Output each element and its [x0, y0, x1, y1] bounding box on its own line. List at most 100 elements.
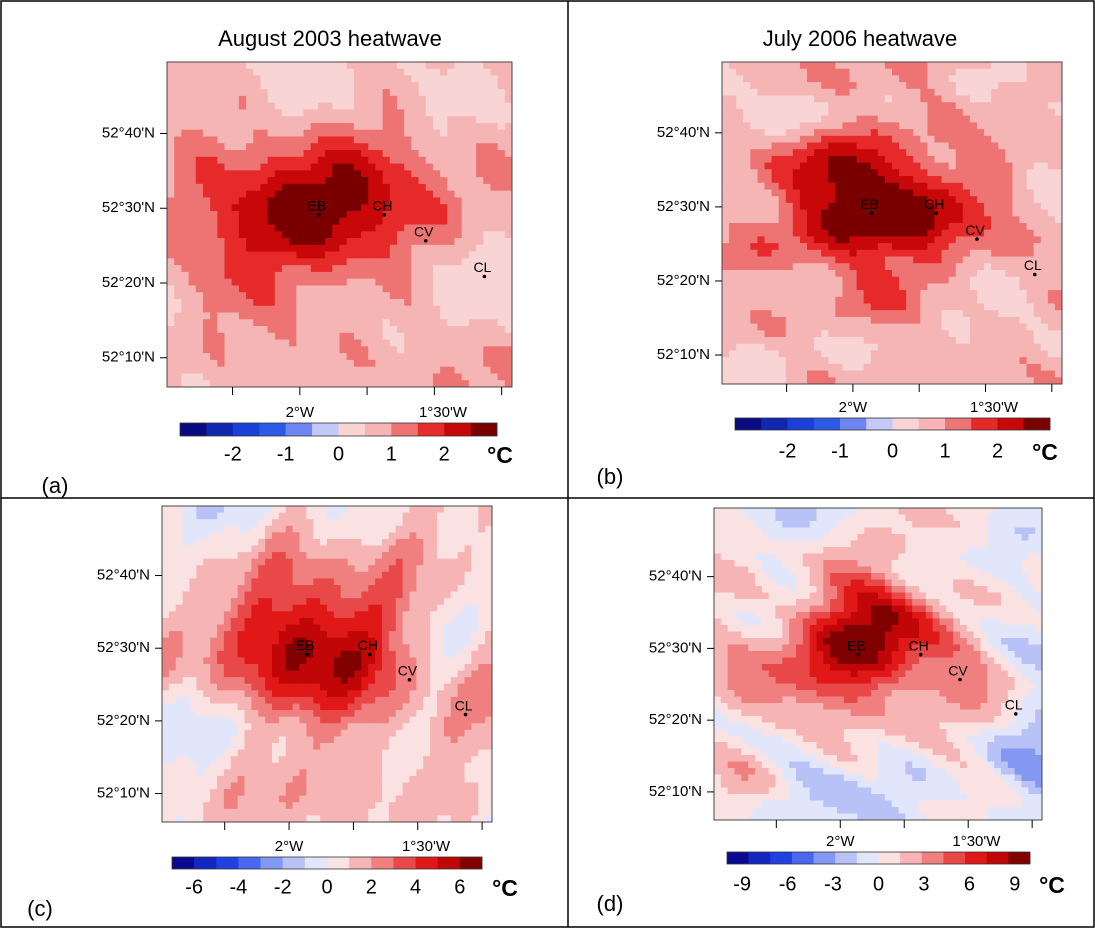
map-cell [483, 218, 491, 225]
map-cell [189, 69, 197, 76]
map-cell [462, 184, 470, 191]
map-cell [318, 103, 326, 110]
map-cell [476, 164, 484, 171]
map-cell [162, 506, 169, 513]
map-cell [296, 306, 304, 313]
map-cell [478, 506, 485, 513]
map-cell [1012, 357, 1019, 364]
map-cell [332, 360, 340, 367]
map-cell [800, 257, 807, 264]
map-cell [1020, 324, 1027, 331]
map-cell [361, 157, 369, 164]
map-cell [245, 539, 252, 546]
map-cell [1048, 196, 1055, 203]
map-cell [949, 223, 956, 230]
map-cell [1012, 176, 1019, 183]
map-cell [750, 377, 757, 384]
map-cell [1020, 69, 1027, 76]
map-cell [311, 130, 319, 137]
map-cell [814, 129, 821, 136]
map-cell [404, 69, 412, 76]
map-cell [772, 169, 779, 176]
map-cell [722, 377, 729, 384]
map-cell [1034, 149, 1041, 156]
map-cell [253, 373, 261, 380]
map-cell [871, 304, 878, 311]
map-cell [729, 236, 736, 243]
map-cell [181, 218, 189, 225]
map-cell [1048, 257, 1055, 264]
map-cell [224, 539, 231, 546]
map-cell [786, 216, 793, 223]
map-cell [935, 82, 942, 89]
map-cell [210, 197, 218, 204]
map-cell [390, 177, 398, 184]
map-cell [743, 102, 750, 109]
map-cell [1005, 330, 1012, 337]
map-cell [375, 313, 383, 320]
map-cell [296, 103, 304, 110]
map-cell [268, 292, 276, 299]
map-cell [390, 225, 398, 232]
map-cell [225, 103, 233, 110]
map-cell [1005, 149, 1012, 156]
map-cell [368, 373, 376, 380]
map-cell [318, 143, 326, 150]
map-cell [490, 380, 498, 387]
map-cell [913, 337, 920, 344]
map-cell [375, 69, 383, 76]
map-cell [885, 216, 892, 223]
map-cell [998, 297, 1005, 304]
map-cell [444, 519, 451, 526]
map-cell [743, 75, 750, 82]
map-cell [970, 324, 977, 331]
map-cell [348, 532, 355, 539]
map-cell [1034, 350, 1041, 357]
map-cell [462, 136, 470, 143]
map-cell [828, 230, 835, 237]
map-cell [942, 143, 949, 150]
map-cell [835, 196, 842, 203]
map-cell [920, 324, 927, 331]
map-cell [835, 236, 842, 243]
map-cell [750, 270, 757, 277]
map-cell [289, 170, 297, 177]
map-cell [433, 76, 441, 83]
map-cell [311, 123, 319, 130]
map-cell [258, 532, 265, 539]
map-cell [991, 183, 998, 190]
map-cell [419, 279, 427, 286]
map-cell [977, 290, 984, 297]
map-cell [750, 122, 757, 129]
map-cell [476, 109, 484, 116]
map-cell [722, 109, 729, 116]
map-cell [289, 319, 297, 326]
map-cell [476, 319, 484, 326]
map-cell [490, 245, 498, 252]
map-cell [174, 313, 182, 320]
map-cell [411, 265, 419, 272]
map-cell [411, 326, 419, 333]
map-cell [906, 324, 913, 331]
map-cell [332, 285, 340, 292]
map-cell [210, 285, 218, 292]
map-cell [906, 143, 913, 150]
map-cell [885, 310, 892, 317]
map-cell [857, 236, 864, 243]
map-cell [1027, 236, 1034, 243]
map-cell [462, 191, 470, 198]
map-cell [447, 143, 455, 150]
map-cell [462, 130, 470, 137]
map-cell [253, 252, 261, 259]
map-cell [304, 116, 312, 123]
map-cell [1027, 109, 1034, 116]
map-cell [289, 191, 297, 198]
map-cell [203, 526, 210, 533]
map-cell [246, 218, 254, 225]
map-cell [722, 223, 729, 230]
map-cell [225, 69, 233, 76]
map-cell [1041, 189, 1048, 196]
map-cell [793, 122, 800, 129]
map-cell [772, 149, 779, 156]
map-cell [455, 177, 463, 184]
